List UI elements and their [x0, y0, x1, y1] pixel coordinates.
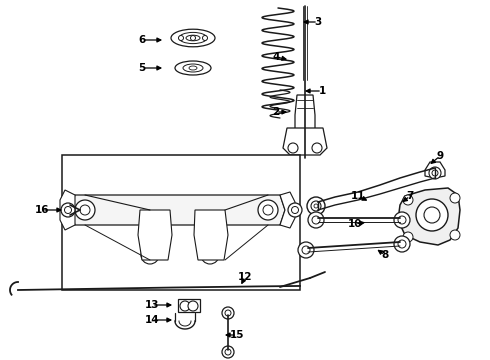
- Text: 16: 16: [35, 205, 49, 215]
- Polygon shape: [178, 299, 200, 312]
- Polygon shape: [60, 190, 75, 230]
- Circle shape: [311, 201, 321, 211]
- Circle shape: [308, 212, 324, 228]
- Text: 13: 13: [145, 300, 159, 310]
- Circle shape: [225, 349, 231, 355]
- Circle shape: [429, 167, 441, 179]
- Polygon shape: [398, 188, 460, 245]
- Polygon shape: [280, 192, 295, 228]
- Circle shape: [258, 200, 278, 220]
- Polygon shape: [295, 95, 315, 130]
- Polygon shape: [283, 128, 327, 155]
- Circle shape: [191, 36, 196, 41]
- Circle shape: [75, 200, 95, 220]
- Circle shape: [180, 301, 190, 311]
- Text: 12: 12: [238, 272, 252, 282]
- Bar: [62, 155, 300, 290]
- Ellipse shape: [189, 66, 197, 70]
- Circle shape: [225, 310, 231, 316]
- Circle shape: [424, 207, 440, 223]
- Circle shape: [205, 251, 215, 260]
- Text: 14: 14: [145, 315, 159, 325]
- Text: 8: 8: [381, 250, 389, 260]
- Circle shape: [292, 207, 298, 213]
- Ellipse shape: [171, 29, 215, 47]
- Text: 6: 6: [138, 35, 146, 45]
- Text: 15: 15: [230, 330, 244, 340]
- Circle shape: [450, 193, 460, 203]
- Circle shape: [298, 242, 314, 258]
- Circle shape: [263, 205, 273, 215]
- Circle shape: [432, 170, 438, 176]
- Circle shape: [202, 36, 207, 41]
- Circle shape: [312, 143, 322, 153]
- Circle shape: [222, 307, 234, 319]
- Circle shape: [222, 346, 234, 358]
- Circle shape: [141, 246, 159, 264]
- Circle shape: [146, 251, 154, 260]
- Text: 11: 11: [351, 191, 365, 201]
- Circle shape: [403, 195, 413, 205]
- Circle shape: [314, 204, 318, 208]
- Text: 5: 5: [138, 63, 146, 73]
- Ellipse shape: [175, 61, 211, 75]
- Text: 4: 4: [272, 52, 280, 62]
- Circle shape: [288, 203, 302, 217]
- Ellipse shape: [179, 32, 207, 44]
- Polygon shape: [70, 195, 285, 225]
- Ellipse shape: [186, 35, 200, 41]
- Circle shape: [65, 207, 72, 213]
- Text: 9: 9: [437, 151, 443, 161]
- Polygon shape: [425, 162, 445, 178]
- Text: 3: 3: [315, 17, 321, 27]
- Circle shape: [394, 236, 410, 252]
- Polygon shape: [138, 210, 172, 260]
- Text: 1: 1: [318, 86, 326, 96]
- Ellipse shape: [183, 64, 203, 72]
- Circle shape: [450, 230, 460, 240]
- Circle shape: [394, 212, 410, 228]
- Circle shape: [302, 246, 310, 254]
- Circle shape: [61, 203, 75, 217]
- Circle shape: [188, 301, 198, 311]
- Circle shape: [403, 232, 413, 242]
- Circle shape: [398, 216, 406, 224]
- Text: 10: 10: [348, 219, 362, 229]
- Circle shape: [398, 240, 406, 248]
- Circle shape: [307, 197, 325, 215]
- Circle shape: [201, 246, 219, 264]
- Circle shape: [80, 205, 90, 215]
- Circle shape: [312, 216, 320, 224]
- Circle shape: [288, 143, 298, 153]
- Text: 7: 7: [406, 191, 414, 201]
- Circle shape: [416, 199, 448, 231]
- Circle shape: [178, 36, 183, 41]
- Polygon shape: [194, 210, 228, 260]
- Text: 2: 2: [272, 107, 280, 117]
